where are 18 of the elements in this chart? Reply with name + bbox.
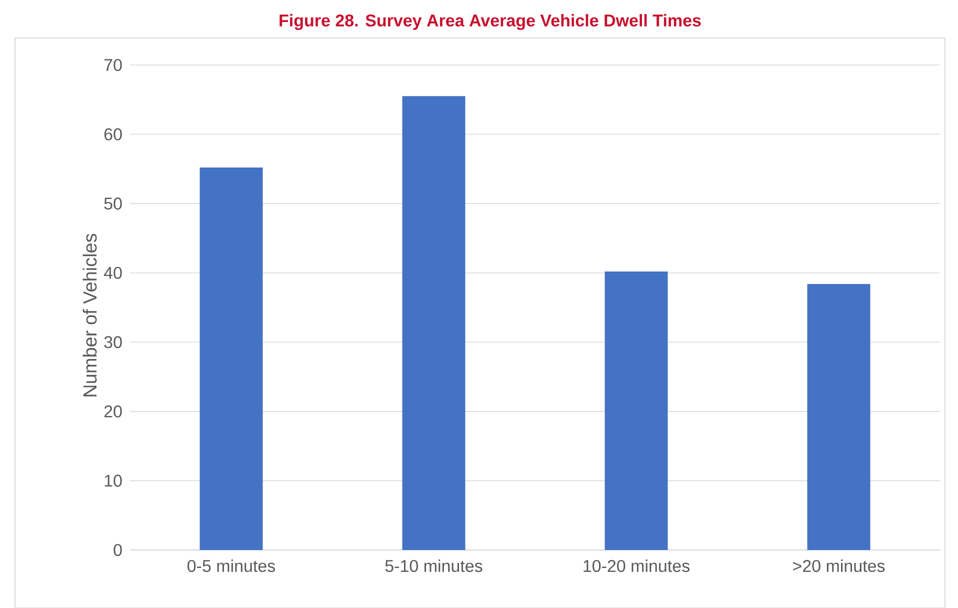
chart-title: Figure 28. Survey Area Average Vehicle Dwell Times <box>280 14 701 30</box>
y-axis-title: Number of Vehicles <box>82 234 97 396</box>
x-tick-label: 5-10 minutes <box>385 559 482 572</box>
bar <box>402 96 466 550</box>
bar <box>604 271 668 550</box>
x-tick-label: 10-20 minutes <box>584 559 690 572</box>
x-tick-label: 0-5 minutes <box>188 559 276 572</box>
y-tick-label: 0 <box>114 544 122 556</box>
y-tick-label: 20 <box>104 405 122 418</box>
y-tick-label: 40 <box>104 266 122 279</box>
bar <box>807 284 870 550</box>
y-tick-label: 30 <box>104 336 122 348</box>
y-tick-label: 60 <box>104 128 122 140</box>
y-tick-label: 10 <box>104 474 122 487</box>
bar <box>200 167 263 550</box>
y-tick-label: 50 <box>104 197 122 210</box>
x-tick-label: >20 minutes <box>793 559 885 572</box>
y-tick-label: 70 <box>104 58 122 71</box>
